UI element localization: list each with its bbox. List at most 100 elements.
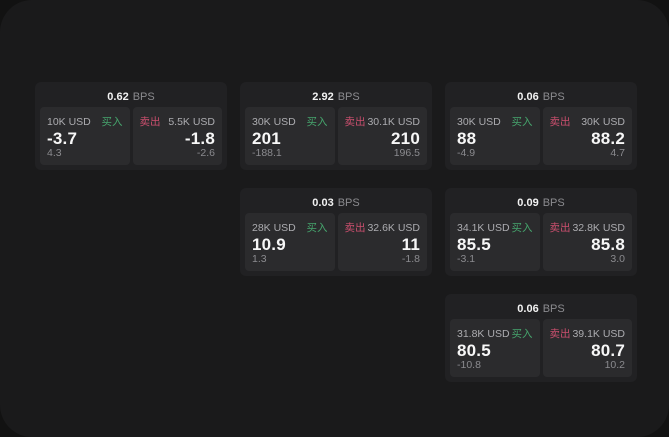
buy-panel[interactable]: 10K USD 买入 -3.7 4.3 <box>40 107 130 165</box>
buy-size-label: 30K USD <box>457 115 501 128</box>
sell-panel[interactable]: 卖出 30.1K USD 210 196.5 <box>337 107 427 165</box>
quote-card: 2.92 BPS 30K USD 买入 201 -188.1 卖出 30.1K … <box>240 82 432 170</box>
buy-delta-value: -3.1 <box>457 253 476 265</box>
bps-value: 0.06 <box>517 302 539 315</box>
buy-delta-value: -188.1 <box>252 147 282 159</box>
card-header: 0.06 BPS <box>450 298 632 319</box>
buy-panel[interactable]: 28K USD 买入 10.9 1.3 <box>245 213 335 271</box>
bps-unit-label: BPS <box>542 196 565 209</box>
buy-price-value: 80.5 <box>457 340 491 360</box>
buy-tag: 买入 <box>511 222 533 234</box>
buy-panel[interactable]: 30K USD 买入 201 -188.1 <box>245 107 335 165</box>
buy-delta-value: 4.3 <box>47 147 62 159</box>
sell-price-value: 85.8 <box>591 234 625 254</box>
sell-panel-top-row: 卖出 5.5K USD <box>140 114 216 129</box>
sell-size-label: 39.1K USD <box>572 327 625 340</box>
buy-sell-panels: 30K USD 买入 201 -188.1 卖出 30.1K USD 210 1… <box>245 107 427 165</box>
sell-size-label: 30.1K USD <box>367 115 420 128</box>
buy-panel[interactable]: 34.1K USD 买入 85.5 -3.1 <box>450 213 540 271</box>
buy-sell-panels: 10K USD 买入 -3.7 4.3 卖出 5.5K USD -1.8 -2.… <box>40 107 222 165</box>
buy-delta-value: -4.9 <box>457 147 476 159</box>
buy-price-value: 201 <box>252 128 281 148</box>
bps-value: 2.92 <box>312 90 334 103</box>
card-header: 0.09 BPS <box>450 192 632 213</box>
buy-panel-top-row: 34.1K USD 买入 <box>457 220 533 235</box>
buy-tag: 买入 <box>306 116 328 128</box>
sell-delta-value: -1.8 <box>401 253 420 265</box>
sell-delta-value: -2.6 <box>196 147 215 159</box>
buy-sell-panels: 30K USD 买入 88 -4.9 卖出 30K USD 88.2 4.7 <box>450 107 632 165</box>
sell-delta-value: 4.7 <box>610 147 625 159</box>
buy-sell-panels: 28K USD 买入 10.9 1.3 卖出 32.6K USD 11 -1.8 <box>245 213 427 271</box>
sell-tag: 卖出 <box>549 116 571 128</box>
sell-price-value: 210 <box>391 128 420 148</box>
sell-price-value: 11 <box>401 234 420 254</box>
sell-tag: 卖出 <box>139 116 161 128</box>
buy-price-value: -3.7 <box>47 128 78 148</box>
buy-tag: 买入 <box>101 116 123 128</box>
buy-price-value: 85.5 <box>457 234 491 254</box>
sell-price-value: 80.7 <box>591 340 625 360</box>
sell-panel[interactable]: 卖出 39.1K USD 80.7 10.2 <box>542 319 632 377</box>
sell-tag: 卖出 <box>549 328 571 340</box>
buy-delta-value: 1.3 <box>252 253 267 265</box>
card-header: 0.62 BPS <box>40 86 222 107</box>
buy-sell-panels: 34.1K USD 买入 85.5 -3.1 卖出 32.8K USD 85.8… <box>450 213 632 271</box>
buy-size-label: 28K USD <box>252 221 296 234</box>
bps-unit-label: BPS <box>337 196 360 209</box>
sell-size-label: 5.5K USD <box>168 115 215 128</box>
bps-unit-label: BPS <box>132 90 155 103</box>
sell-panel-top-row: 卖出 32.6K USD <box>345 220 421 235</box>
card-header: 0.06 BPS <box>450 86 632 107</box>
sell-panel[interactable]: 卖出 5.5K USD -1.8 -2.6 <box>132 107 222 165</box>
quote-card: 0.03 BPS 28K USD 买入 10.9 1.3 卖出 32.6K US… <box>240 188 432 276</box>
bps-value: 0.62 <box>107 90 129 103</box>
buy-panel-top-row: 31.8K USD 买入 <box>457 326 533 341</box>
buy-size-label: 34.1K USD <box>457 221 510 234</box>
sell-panel[interactable]: 卖出 30K USD 88.2 4.7 <box>542 107 632 165</box>
sell-panel-top-row: 卖出 32.8K USD <box>550 220 626 235</box>
sell-panel[interactable]: 卖出 32.8K USD 85.8 3.0 <box>542 213 632 271</box>
sell-size-label: 32.8K USD <box>572 221 625 234</box>
buy-tag: 买入 <box>511 328 533 340</box>
bps-value: 0.09 <box>517 196 539 209</box>
sell-price-value: 88.2 <box>591 128 625 148</box>
card-header: 2.92 BPS <box>245 86 427 107</box>
buy-sell-panels: 31.8K USD 买入 80.5 -10.8 卖出 39.1K USD 80.… <box>450 319 632 377</box>
sell-tag: 卖出 <box>549 222 571 234</box>
buy-size-label: 31.8K USD <box>457 327 510 340</box>
sell-panel-top-row: 卖出 39.1K USD <box>550 326 626 341</box>
sell-delta-value: 196.5 <box>393 147 420 159</box>
bps-value: 0.06 <box>517 90 539 103</box>
buy-tag: 买入 <box>306 222 328 234</box>
buy-price-value: 10.9 <box>252 234 286 254</box>
quote-card: 0.62 BPS 10K USD 买入 -3.7 4.3 卖出 5.5K USD… <box>35 82 227 170</box>
sell-size-label: 32.6K USD <box>367 221 420 234</box>
bps-unit-label: BPS <box>542 302 565 315</box>
sell-size-label: 30K USD <box>581 115 625 128</box>
sell-price-value: -1.8 <box>184 128 215 148</box>
quote-cards-grid: 0.62 BPS 10K USD 买入 -3.7 4.3 卖出 5.5K USD… <box>35 82 637 382</box>
buy-size-label: 10K USD <box>47 115 91 128</box>
buy-panel-top-row: 30K USD 买入 <box>252 114 328 129</box>
quote-card: 0.06 BPS 31.8K USD 买入 80.5 -10.8 卖出 39.1… <box>445 294 637 382</box>
sell-tag: 卖出 <box>344 222 366 234</box>
card-header: 0.03 BPS <box>245 192 427 213</box>
buy-price-value: 88 <box>457 128 477 148</box>
buy-size-label: 30K USD <box>252 115 296 128</box>
buy-panel[interactable]: 30K USD 买入 88 -4.9 <box>450 107 540 165</box>
quote-card: 0.06 BPS 30K USD 买入 88 -4.9 卖出 30K USD 8… <box>445 82 637 170</box>
buy-panel[interactable]: 31.8K USD 买入 80.5 -10.8 <box>450 319 540 377</box>
buy-panel-top-row: 10K USD 买入 <box>47 114 123 129</box>
buy-panel-top-row: 28K USD 买入 <box>252 220 328 235</box>
bps-unit-label: BPS <box>542 90 565 103</box>
buy-tag: 买入 <box>511 116 533 128</box>
bps-unit-label: BPS <box>337 90 360 103</box>
buy-delta-value: -10.8 <box>457 359 481 371</box>
quote-card: 0.09 BPS 34.1K USD 买入 85.5 -3.1 卖出 32.8K… <box>445 188 637 276</box>
sell-panel-top-row: 卖出 30K USD <box>550 114 626 129</box>
bps-value: 0.03 <box>312 196 334 209</box>
sell-panel-top-row: 卖出 30.1K USD <box>345 114 421 129</box>
sell-panel[interactable]: 卖出 32.6K USD 11 -1.8 <box>337 213 427 271</box>
